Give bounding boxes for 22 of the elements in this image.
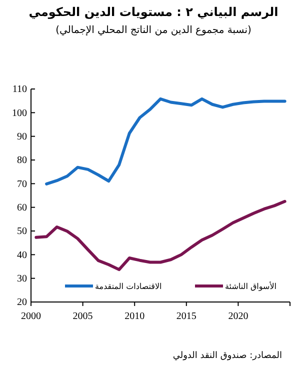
y-tick-label: 100 [12,108,27,119]
x-tick-label: 2015 [176,311,196,322]
chart-title: الرسم البياني ٢ : مستويات الدين الحكومي [28,5,278,19]
legend-label: الأسواق الناشئة [225,281,277,291]
x-tick-label: 2020 [228,311,248,322]
y-tick-label: 80 [17,155,27,166]
y-tick-label: 70 [17,178,27,190]
y-tick-label: 90 [17,132,27,143]
legend-label: الاقتصادات المتقدمة [95,282,162,291]
y-tick-label: 60 [17,202,27,214]
line-series [34,200,286,272]
y-tick-label: 30 [17,274,27,285]
y-tick-label: 20 [17,297,27,308]
x-tick-label: 2010 [124,311,145,322]
x-tick-label: 2005 [72,311,93,322]
y-tick-label: 50 [17,226,27,238]
text: المصادر: صندوق النقد الدولي [172,351,282,361]
y-tick-label: 110 [12,84,27,96]
y-tick-label: 40 [17,250,27,261]
chart-subtitle: (نسبة مجموع الدين من الناتج المحلي الإجمالي) [56,25,252,36]
line-series [45,97,286,186]
x-tick-label: 2000 [21,311,41,322]
